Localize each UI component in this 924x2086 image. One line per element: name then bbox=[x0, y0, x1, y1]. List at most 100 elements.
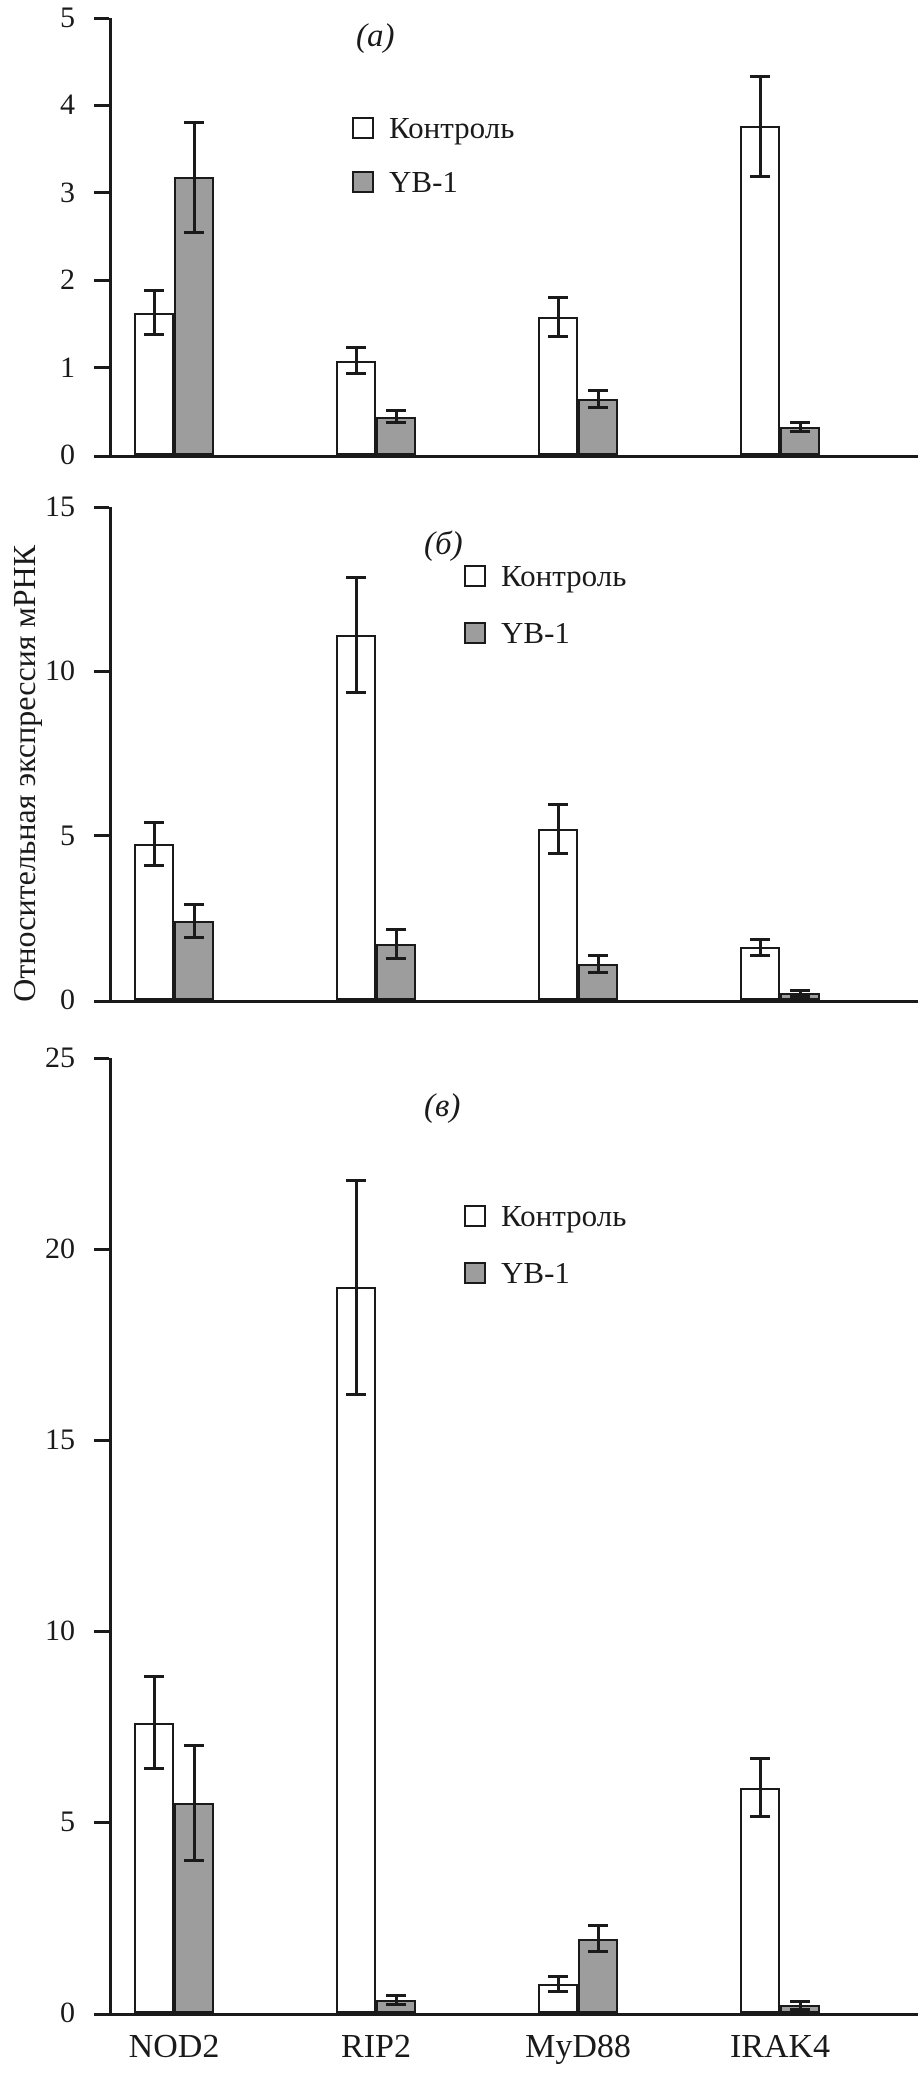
error-bar-cap-top bbox=[184, 120, 204, 124]
legend-swatch-yb1 bbox=[352, 170, 374, 193]
error-bar-cap-bottom bbox=[386, 957, 406, 961]
error-bar-line bbox=[798, 990, 802, 997]
error-bar-cap-top bbox=[386, 927, 406, 931]
error-bar-cap-bottom bbox=[548, 852, 568, 856]
y-tick-label: 0 bbox=[60, 983, 75, 1016]
bar-control bbox=[336, 1287, 376, 2013]
error-bar-cap-bottom bbox=[588, 1950, 608, 1954]
x-category-label: NOD2 bbox=[128, 2028, 220, 2065]
bar-control bbox=[134, 312, 174, 455]
x-axis-line bbox=[109, 455, 918, 458]
error-bar-cap-bottom bbox=[750, 954, 770, 958]
bar-control bbox=[134, 843, 174, 1000]
error-bar-cap-top bbox=[750, 937, 770, 941]
legend-swatch-yb1 bbox=[464, 621, 486, 644]
error-bar-cap-bottom bbox=[144, 863, 164, 867]
error-bar-cap-bottom bbox=[588, 406, 608, 410]
error-bar-line bbox=[192, 904, 196, 938]
y-axis-line bbox=[109, 18, 112, 458]
panel-label: (б) bbox=[424, 526, 463, 562]
error-bar-line bbox=[758, 939, 762, 956]
error-bar-line bbox=[354, 347, 358, 374]
legend-label: Контроль bbox=[501, 1198, 627, 1233]
y-tick-label: 15 bbox=[45, 1423, 75, 1456]
y-tick-mark bbox=[94, 1247, 109, 1251]
panel-label: (a) bbox=[356, 18, 395, 54]
bar-control bbox=[134, 1722, 174, 2013]
error-bar-cap-bottom bbox=[346, 1392, 366, 1396]
error-bar-cap-top bbox=[346, 1178, 366, 1182]
error-bar-line bbox=[354, 1180, 358, 1395]
error-bar-cap-top bbox=[184, 1744, 204, 1748]
y-tick-label: 5 bbox=[60, 1805, 75, 1838]
error-bar-line bbox=[596, 390, 600, 408]
y-tick-mark bbox=[94, 1000, 109, 1003]
error-bar-cap-bottom bbox=[750, 1814, 770, 1818]
error-bar-line bbox=[354, 577, 358, 693]
error-bar-cap-top bbox=[588, 388, 608, 392]
error-bar-line bbox=[556, 804, 560, 854]
error-bar-line bbox=[394, 1995, 398, 2005]
bar-control bbox=[336, 360, 376, 455]
y-tick-label: 1 bbox=[60, 350, 75, 384]
y-tick-label: 3 bbox=[60, 175, 75, 209]
y-tick-mark bbox=[94, 366, 109, 370]
y-tick-mark bbox=[94, 1438, 109, 1442]
y-tick-label: 10 bbox=[45, 1614, 75, 1647]
legend-label: Контроль bbox=[389, 110, 515, 145]
legend-item: YB-1 bbox=[352, 166, 458, 197]
error-bar-cap-bottom bbox=[386, 2002, 406, 2006]
error-bar-cap-top bbox=[144, 1675, 164, 1679]
legend-label: YB-1 bbox=[501, 1255, 570, 1290]
x-category-label: IRAK4 bbox=[729, 2028, 831, 2065]
x-axis-line bbox=[109, 2013, 918, 2016]
y-axis-title: Относительная экспрессия мРНК bbox=[6, 545, 42, 1002]
error-bar-line bbox=[192, 1745, 196, 1861]
y-tick-mark bbox=[94, 669, 109, 673]
bar-control bbox=[538, 316, 578, 455]
legend-item: Контроль bbox=[352, 112, 514, 143]
error-bar-cap-bottom bbox=[386, 421, 406, 425]
error-bar-cap-top bbox=[144, 289, 164, 293]
legend-label: YB-1 bbox=[389, 164, 458, 199]
legend-label: YB-1 bbox=[501, 615, 570, 650]
y-tick-mark bbox=[94, 2013, 109, 2016]
error-bar-line bbox=[798, 2001, 802, 2010]
error-bar-cap-bottom bbox=[548, 334, 568, 338]
y-tick-label: 0 bbox=[60, 1996, 75, 2029]
y-tick-mark bbox=[94, 1820, 109, 1824]
x-category-label: MyD88 bbox=[525, 2028, 631, 2065]
error-bar-cap-top bbox=[588, 954, 608, 958]
error-bar-cap-bottom bbox=[184, 230, 204, 234]
y-tick-mark bbox=[94, 16, 109, 20]
legend-item: Контроль bbox=[464, 560, 626, 591]
bar-yb1 bbox=[578, 399, 618, 455]
legend-item: YB-1 bbox=[464, 1257, 570, 1288]
error-bar-cap-top bbox=[548, 1975, 568, 1979]
error-bar-cap-top bbox=[750, 75, 770, 79]
y-tick-label: 5 bbox=[60, 818, 75, 852]
error-bar-cap-bottom bbox=[144, 332, 164, 336]
error-bar-cap-top bbox=[750, 1757, 770, 1761]
y-tick-mark bbox=[94, 1056, 109, 1060]
legend-item: Контроль bbox=[464, 1200, 626, 1231]
y-axis-line bbox=[109, 507, 112, 1003]
error-bar-cap-bottom bbox=[790, 994, 810, 998]
error-bar-cap-bottom bbox=[750, 174, 770, 178]
error-bar-line bbox=[192, 122, 196, 233]
error-bar-cap-bottom bbox=[184, 936, 204, 940]
error-bar-cap-top bbox=[548, 802, 568, 806]
error-bar-cap-top bbox=[790, 421, 810, 425]
error-bar-cap-top bbox=[144, 821, 164, 825]
legend-item: YB-1 bbox=[464, 617, 570, 648]
error-bar-line bbox=[596, 1925, 600, 1952]
y-tick-label: 10 bbox=[45, 654, 75, 688]
bar-yb1 bbox=[174, 177, 214, 455]
y-tick-mark bbox=[94, 455, 109, 458]
bar-yb1 bbox=[376, 416, 416, 455]
error-bar-cap-bottom bbox=[790, 2007, 810, 2011]
error-bar-cap-bottom bbox=[588, 970, 608, 974]
error-bar-cap-top bbox=[346, 345, 366, 349]
legend-swatch-control bbox=[464, 564, 486, 587]
